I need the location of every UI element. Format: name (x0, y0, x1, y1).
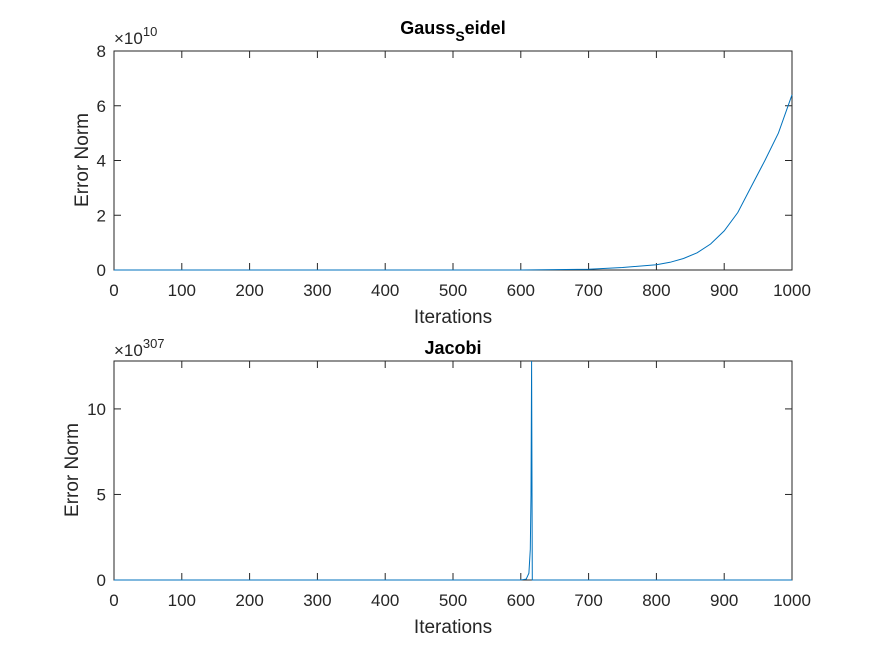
x-axis-label: Iterations (414, 307, 492, 328)
x-tick-label: 900 (710, 591, 738, 610)
x-tick-label: 0 (109, 591, 118, 610)
error-norm-series-line (114, 360, 792, 581)
x-tick-label: 1000 (773, 281, 811, 300)
x-tick-label: 1000 (773, 591, 811, 610)
y-tick-label: 6 (97, 97, 106, 116)
x-tick-label: 500 (439, 281, 467, 300)
x-tick-label: 0 (109, 281, 118, 300)
x-tick-label: 100 (168, 591, 196, 610)
y-axis-label: Error Norm (72, 113, 93, 207)
y-tick-label: 0 (97, 261, 106, 280)
y-tick-label: 4 (97, 152, 106, 171)
x-tick-label: 600 (507, 281, 535, 300)
subplot-title: GaussSeidel (400, 18, 505, 44)
y-multiplier: ×1010 (114, 24, 157, 48)
x-tick-label: 300 (303, 281, 331, 300)
x-tick-label: 500 (439, 591, 467, 610)
x-tick-label: 600 (507, 591, 535, 610)
x-tick-label: 100 (168, 281, 196, 300)
x-tick-label: 700 (574, 281, 602, 300)
y-tick-label: 2 (97, 206, 106, 225)
x-tick-label: 200 (235, 281, 263, 300)
y-tick-label: 5 (97, 485, 106, 504)
y-tick-label: 0 (97, 571, 106, 590)
x-tick-label: 800 (642, 591, 670, 610)
jacobi-subplot: 0 100 200 300 400 500 600 700 800 900 1000 0 5 10 Ja… (62, 336, 811, 638)
x-tick-label: 300 (303, 591, 331, 610)
y-multiplier: ×10307 (114, 336, 165, 360)
x-ticks: 0 100 200 300 400 500 600 700 800 900 1000 (109, 361, 811, 610)
x-tick-label: 900 (710, 281, 738, 300)
x-ticks: 0 100 200 300 400 500 600 700 800 900 1000 (109, 51, 811, 300)
y-tick-label: 8 (97, 42, 106, 61)
x-tick-label: 400 (371, 591, 399, 610)
gauss-seidel-subplot: 0 100 200 300 400 500 600 700 800 900 1000 0 2 4 6 8 G… (72, 18, 811, 328)
x-tick-label: 700 (574, 591, 602, 610)
x-axis-label: Iterations (414, 617, 492, 638)
y-axis-label: Error Norm (62, 423, 83, 517)
y-tick-label: 10 (87, 400, 106, 419)
x-tick-label: 800 (642, 281, 670, 300)
error-norm-series-line (114, 94, 793, 271)
x-tick-label: 400 (371, 281, 399, 300)
subplot-title: Jacobi (424, 338, 481, 358)
x-tick-label: 200 (235, 591, 263, 610)
